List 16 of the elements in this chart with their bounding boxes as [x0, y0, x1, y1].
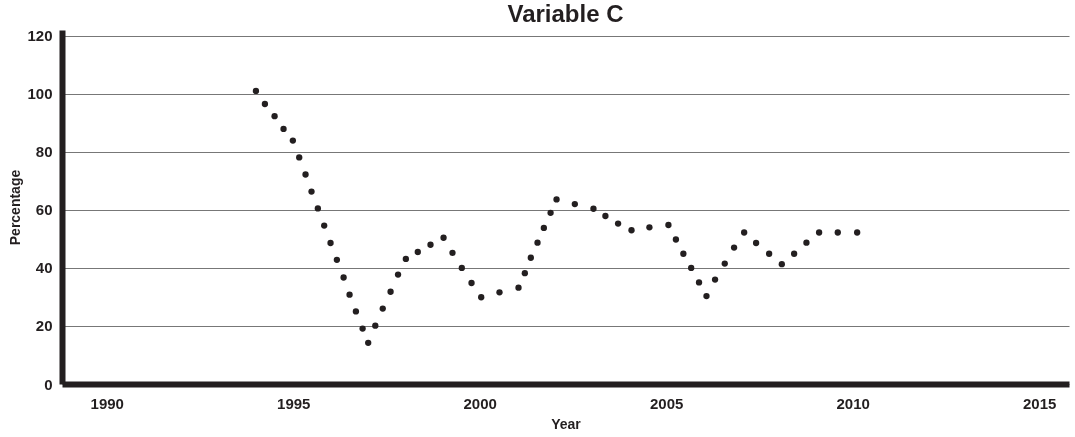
x-axis-title: Year	[551, 415, 582, 432]
y-tick-label: 40	[35, 259, 53, 277]
y-tick-label: 120	[27, 27, 53, 45]
y-tick-label: 60	[35, 201, 53, 219]
x-tick-label: 1990	[90, 394, 124, 412]
y-tick-label: 100	[27, 85, 53, 103]
y-tick-label: 0	[44, 375, 53, 393]
y-tick-label: 20	[35, 317, 53, 335]
x-tick-label: 1995	[277, 394, 311, 412]
y-tick-label: 80	[35, 143, 53, 161]
x-tick-label: 2005	[650, 394, 684, 412]
x-tick-label: 2010	[836, 394, 870, 412]
x-tick-label: 2015	[1022, 394, 1057, 412]
chart-title: Variable C	[507, 0, 624, 27]
x-tick-label: 2000	[463, 394, 497, 412]
y-axis-title: Percentage	[7, 169, 24, 246]
